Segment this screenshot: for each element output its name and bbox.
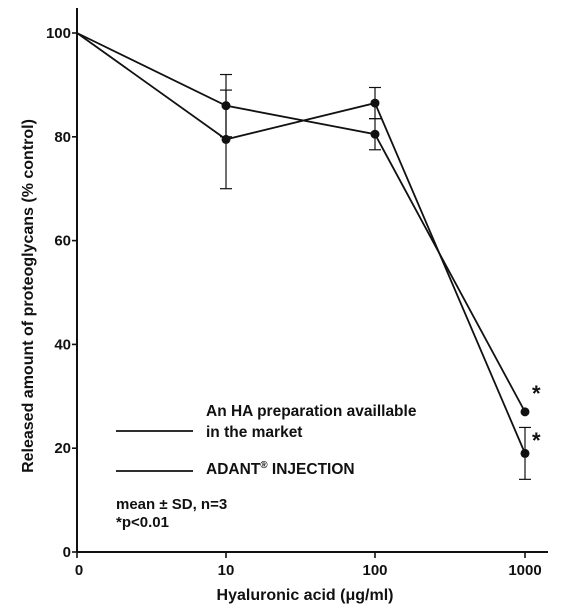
y-tick-label-80: 80 bbox=[54, 129, 71, 146]
data-point-adant-10 bbox=[221, 134, 231, 144]
legend-adant-registered: ® bbox=[260, 460, 268, 471]
series-line-market bbox=[76, 32, 526, 413]
x-tick-label-10: 10 bbox=[218, 562, 235, 579]
series-market bbox=[76, 32, 530, 417]
significance-star-adant: * bbox=[532, 428, 541, 453]
y-axis-title: Released amount of proteoglycans (% cont… bbox=[20, 119, 37, 473]
axes bbox=[76, 8, 548, 553]
significance-star-market: * bbox=[532, 381, 541, 406]
y-tick-label-100: 100 bbox=[46, 25, 71, 42]
data-point-adant-100 bbox=[370, 98, 380, 108]
x-axis-title: Hyaluronic acid (μg/ml) bbox=[217, 587, 394, 604]
legend-label-market-line2: in the market bbox=[206, 424, 302, 441]
series-line-adant bbox=[76, 32, 526, 454]
x-tick-label-0: 0 bbox=[75, 562, 83, 579]
legend: An HA preparation availlable in the mark… bbox=[116, 403, 417, 478]
x-tick-label-1000: 1000 bbox=[508, 562, 541, 579]
legend-label-adant: ADANT® INJECTION bbox=[206, 460, 355, 478]
y-tick-label-0: 0 bbox=[63, 544, 71, 561]
x-ticks: 0 10 100 1000 bbox=[75, 552, 542, 579]
series-adant bbox=[76, 32, 531, 480]
legend-adant-name: ADANT bbox=[206, 461, 261, 478]
stats-note-line2: *p<0.01 bbox=[116, 514, 169, 531]
x-tick-label-100: 100 bbox=[362, 562, 387, 579]
legend-label-market-line1: An HA preparation availlable bbox=[206, 403, 417, 420]
y-tick-label-60: 60 bbox=[54, 233, 71, 250]
series-layer bbox=[76, 32, 531, 480]
data-point-market-100 bbox=[370, 129, 380, 139]
legend-adant-rest: INJECTION bbox=[268, 461, 355, 478]
data-point-market-1000 bbox=[520, 407, 530, 417]
y-ticks: 0 20 40 60 80 100 bbox=[46, 25, 77, 561]
y-tick-label-20: 20 bbox=[54, 440, 71, 457]
data-point-adant-1000 bbox=[520, 448, 530, 458]
stats-note-line1: mean ± SD, n=3 bbox=[116, 496, 227, 513]
y-tick-label-40: 40 bbox=[54, 336, 71, 353]
